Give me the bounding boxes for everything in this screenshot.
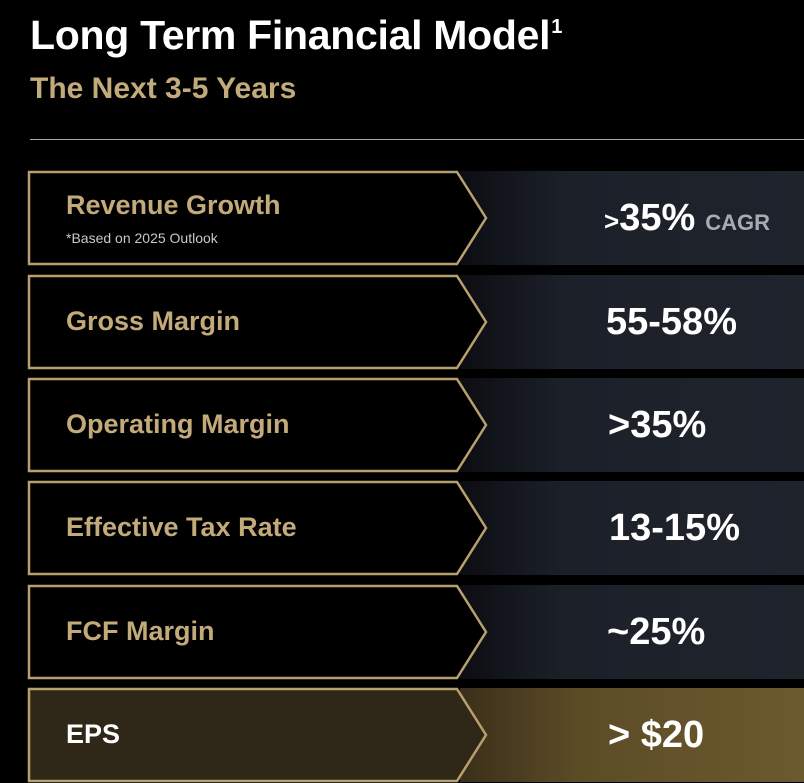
chevron-frame <box>27 274 488 370</box>
chevron-frame <box>27 170 488 266</box>
metric-label: Operating Margin <box>66 409 290 439</box>
chevron-frame <box>27 687 488 783</box>
metric-row-gross-margin: Gross Margin 55-58% <box>0 274 804 370</box>
page-subtitle: The Next 3-5 Years <box>30 72 297 105</box>
metric-label: Revenue Growth <box>66 190 281 220</box>
metric-label: EPS <box>66 719 121 749</box>
metric-value: >35% CAGR <box>604 197 771 239</box>
metric-value: 55-58% <box>606 301 737 343</box>
metric-label: Effective Tax Rate <box>66 512 297 542</box>
metric-footnote: *Based on 2025 Outlook <box>66 230 218 246</box>
value-panel <box>460 585 804 679</box>
metric-row-fcf-margin: FCF Margin ~25% <box>0 584 804 680</box>
metric-row-effective-tax-rate: Effective Tax Rate 13-15% <box>0 480 804 576</box>
value-panel <box>460 688 804 782</box>
value-panel <box>460 171 804 265</box>
chevron-frame <box>27 480 488 576</box>
header-divider <box>30 139 804 140</box>
page-title: Long Term Financial Model1 <box>30 12 563 58</box>
metric-label: Gross Margin <box>66 306 241 336</box>
value-panel <box>460 481 804 575</box>
value-panel <box>460 378 804 472</box>
footnote-marker: 1 <box>551 16 563 38</box>
metric-unit: CAGR <box>705 210 771 235</box>
chevron-frame <box>27 377 488 473</box>
metric-row-eps: EPS > $20 <box>0 687 804 783</box>
metric-label: FCF Margin <box>66 616 215 646</box>
metric-value: ~25% <box>607 611 706 653</box>
metric-value: >35% <box>608 404 707 446</box>
metric-row-revenue-growth: Revenue Growth *Based on 2025 Outlook >3… <box>0 170 804 266</box>
metric-value: > $20 <box>608 714 705 756</box>
metric-value: 13-15% <box>609 507 740 549</box>
metric-row-operating-margin: Operating Margin >35% <box>0 377 804 473</box>
value-panel <box>460 275 804 369</box>
chevron-frame <box>27 584 488 680</box>
